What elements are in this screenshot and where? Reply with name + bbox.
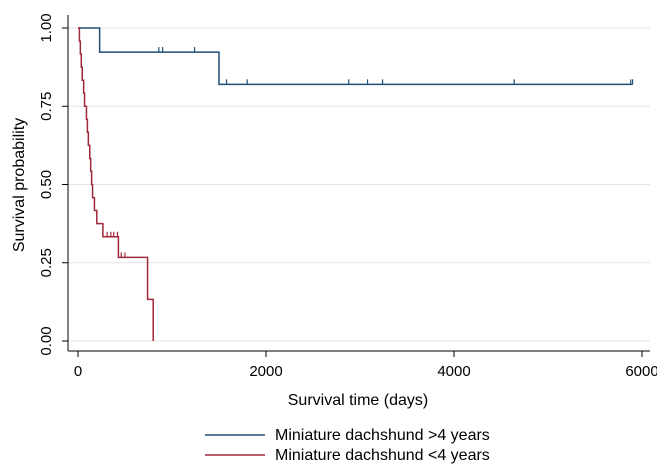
y-tick-label-3: 0.75 <box>38 92 55 121</box>
x-axis-title: Survival time (days) <box>288 392 428 409</box>
x-tick-label-0: 0 <box>74 363 82 380</box>
series-0 <box>78 27 634 86</box>
plot-area <box>78 27 634 341</box>
grid-lines <box>68 27 650 342</box>
y-tick-label-0: 0.00 <box>38 326 55 355</box>
y-tick-label-4: 1.00 <box>38 13 55 42</box>
series-line-1 <box>78 27 154 341</box>
x-tick-label-3: 6000 <box>625 363 657 380</box>
legend-label-0: Miniature dachshund >4 years <box>275 427 490 444</box>
y-axis-title: Survival probability <box>11 118 28 252</box>
x-tick-label-1: 2000 <box>249 363 282 380</box>
legend: Miniature dachshund >4 years Miniature da… <box>205 427 490 464</box>
axes: 0.00 0.25 0.50 0.75 1.00 0 2000 4000 6000 <box>38 13 657 380</box>
y-tick-label-2: 0.50 <box>38 170 55 199</box>
x-tick-label-2: 4000 <box>437 363 470 380</box>
series-1 <box>78 27 154 341</box>
legend-label-1: Miniature dachshund <4 years <box>275 447 490 464</box>
y-tick-label-1: 0.25 <box>38 248 55 277</box>
series-line-0 <box>78 27 633 86</box>
